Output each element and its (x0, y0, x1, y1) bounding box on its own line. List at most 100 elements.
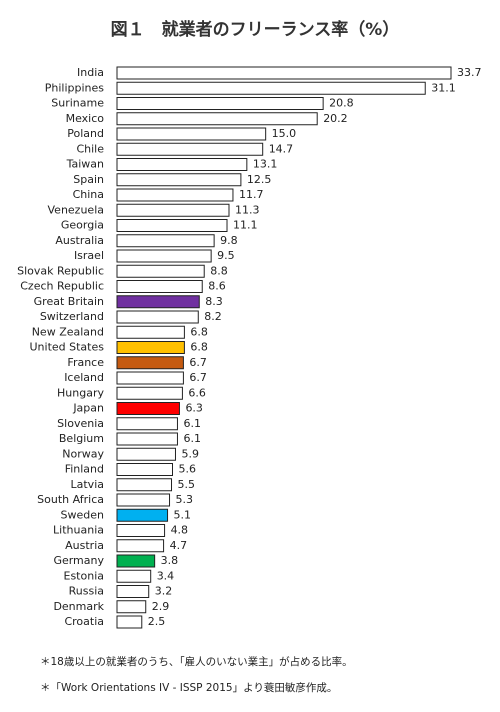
bar (116, 112, 318, 126)
category-label: Germany (53, 554, 104, 567)
bar (116, 432, 178, 446)
bar (116, 417, 178, 431)
bar (116, 402, 180, 415)
value-label: 6.8 (190, 325, 208, 338)
bar (116, 142, 264, 156)
bar (116, 615, 143, 629)
value-label: 4.7 (170, 539, 188, 552)
category-label: Georgia (61, 219, 104, 232)
category-label: Belgium (59, 432, 104, 445)
category-label: Mexico (66, 112, 105, 125)
bar (116, 81, 426, 95)
bar (116, 371, 184, 385)
value-label: 11.7 (239, 188, 263, 201)
bar (116, 554, 156, 568)
category-label: Israel (74, 249, 104, 262)
value-label: 2.5 (148, 615, 166, 628)
value-label: 5.9 (181, 447, 199, 460)
category-label: Norway (62, 447, 104, 460)
value-label: 14.7 (269, 142, 294, 155)
bar (116, 249, 212, 263)
bar (116, 539, 165, 553)
bar (116, 463, 174, 476)
category-label: Croatia (64, 615, 104, 628)
bar (116, 585, 150, 598)
category-label: Austria (65, 539, 104, 552)
category-label: Finland (65, 463, 104, 476)
category-label: United States (30, 341, 105, 354)
category-label: New Zealand (32, 325, 104, 338)
value-label: 4.8 (171, 524, 189, 537)
category-label: Poland (67, 127, 104, 140)
value-label: 6.7 (189, 371, 207, 384)
bar (116, 280, 203, 293)
category-label: Lithuania (53, 524, 104, 537)
category-label: South Africa (37, 493, 104, 506)
value-label: 31.1 (431, 81, 456, 94)
value-label: 6.1 (183, 432, 201, 445)
value-label: 13.1 (253, 158, 278, 171)
bar (116, 508, 169, 522)
bar (116, 295, 200, 309)
category-label: Slovenia (57, 417, 104, 430)
category-label: Russia (69, 585, 104, 598)
bar (116, 493, 171, 507)
category-label: France (67, 356, 104, 369)
bar (116, 569, 152, 583)
category-label: Latvia (71, 478, 105, 491)
category-label: Hungary (57, 386, 104, 399)
value-label: 2.9 (152, 600, 170, 613)
bar (116, 127, 267, 141)
value-label: 8.6 (208, 280, 226, 293)
bar (116, 173, 242, 187)
value-label: 8.2 (204, 310, 222, 323)
bar (116, 219, 228, 232)
value-label: 8.3 (205, 295, 223, 308)
value-label: 5.3 (176, 493, 194, 506)
category-label: Suriname (51, 97, 104, 110)
category-label: Japan (72, 402, 104, 415)
value-label: 9.5 (217, 249, 235, 262)
category-label: Venezuela (48, 203, 105, 216)
bar (116, 97, 324, 110)
value-label: 33.7 (457, 66, 482, 79)
category-label: Switzerland (40, 310, 104, 323)
bar (116, 600, 147, 614)
value-label: 12.5 (247, 173, 272, 186)
category-label: Great Britain (34, 295, 104, 308)
value-label: 3.4 (157, 569, 175, 582)
value-label: 8.8 (210, 264, 228, 277)
chart-title: 図１ 就業者のフリーランス率（%） (111, 19, 400, 40)
bar (116, 158, 248, 171)
bar (116, 524, 166, 537)
category-label: Iceland (64, 371, 104, 384)
value-label: 9.8 (220, 234, 238, 247)
value-label: 5.5 (178, 478, 196, 491)
category-label: Spain (73, 173, 104, 186)
bar (116, 386, 183, 400)
bar (116, 188, 234, 202)
value-label: 6.6 (188, 386, 206, 399)
value-label: 20.2 (323, 112, 348, 125)
category-label: Philippines (45, 81, 105, 94)
category-label: Australia (55, 234, 104, 247)
bar (116, 203, 230, 217)
value-label: 5.6 (179, 463, 197, 476)
category-label: Czech Republic (20, 280, 104, 293)
value-label: 6.1 (183, 417, 201, 430)
category-label: Denmark (53, 600, 104, 613)
value-label: 6.3 (185, 402, 203, 415)
value-label: 11.1 (233, 219, 258, 232)
bar (116, 264, 205, 278)
bar (116, 356, 184, 370)
bar (116, 310, 199, 324)
note: ＊18歳以上の就業者のうち、「雇人のいない業主」が占める比率。 (40, 655, 353, 668)
bar (116, 234, 215, 248)
category-label: Slovak Republic (17, 264, 104, 277)
bar (116, 478, 173, 492)
bar (116, 66, 452, 80)
category-label: Sweden (61, 508, 104, 521)
value-label: 6.7 (189, 356, 207, 369)
category-label: Estonia (64, 569, 105, 582)
